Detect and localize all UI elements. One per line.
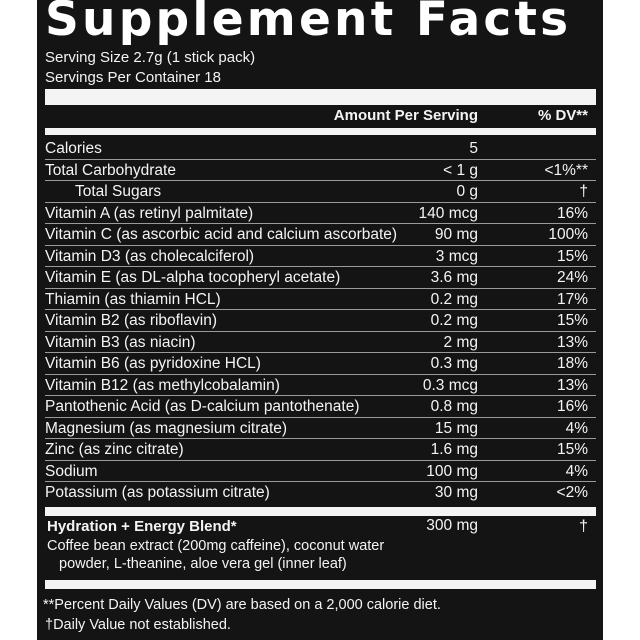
serving-size: Serving Size 2.7g (1 stick pack): [45, 49, 256, 66]
blend-ingredients: Coffee bean extract (200mg caffeine), co…: [47, 537, 447, 573]
nutrient-amount: 0 g: [456, 183, 478, 200]
nutrient-amount: 0.2 mg: [430, 312, 478, 329]
nutrient-amount: 0.2 mg: [430, 290, 478, 308]
footnote-dagger: †Daily Value not established.: [45, 617, 231, 633]
nutrient-name: Total Sugars: [75, 183, 162, 200]
blend-name: Hydration + Energy Blend*: [47, 518, 237, 535]
nutrient-dv: 100%: [548, 226, 588, 243]
table-row: Pantothenic Acid (as D-calcium pantothen…: [45, 396, 596, 418]
supplement-facts-panel: Supplement Facts Serving Size 2.7g (1 st…: [37, 0, 603, 640]
nutrient-name: Total Carbohydrate: [45, 161, 176, 179]
table-row: Potassium (as potassium citrate) 30 mg <2%: [45, 482, 596, 503]
thick-divider-bottom: [45, 580, 596, 589]
table-row: Calories 5: [45, 138, 596, 160]
nutrient-amount: 5: [469, 140, 478, 157]
column-header: Amount Per Serving % DV**: [45, 106, 596, 126]
table-row: Vitamin B6 (as pyridoxine HCL) 0.3 mg 18%: [45, 353, 596, 375]
thick-divider-header: [45, 128, 596, 135]
header-dv: % DV**: [537, 107, 588, 124]
label-title: Supplement Facts: [45, 0, 572, 47]
table-row: Thiamin (as thiamin HCL) 0.2 mg 17%: [45, 289, 596, 310]
nutrient-dv: 15%: [556, 247, 588, 265]
table-row: Vitamin E (as DL-alpha tocopheryl acetat…: [45, 267, 596, 289]
blend-ingredients-line1: Coffee bean extract (200mg caffeine), co…: [47, 538, 385, 554]
nutrient-dv: 15%: [556, 312, 588, 329]
nutrient-name: Sodium: [45, 462, 98, 480]
table-row: Total Carbohydrate < 1 g <1%**: [45, 160, 596, 181]
nutrient-amount: 3.6 mg: [430, 269, 478, 286]
nutrient-amount: < 1 g: [443, 161, 478, 179]
nutrient-name: Thiamin (as thiamin HCL): [45, 290, 221, 308]
table-row: Vitamin A (as retinyl palmitate) 140 mcg 1…: [45, 203, 596, 224]
table-row: Magnesium (as magnesium citrate) 15 mg 4%: [45, 418, 596, 439]
nutrient-name: Vitamin B6 (as pyridoxine HCL): [45, 355, 261, 372]
nutrient-amount: 100 mg: [426, 462, 478, 480]
nutrient-name: Vitamin B3 (as niacin): [45, 333, 196, 351]
nutrient-dv: 15%: [556, 441, 588, 458]
proprietary-blend: Hydration + Energy Blend* 300 mg † Coffe…: [45, 517, 596, 578]
table-row: Vitamin B12 (as methylcobalamin) 0.3 mcg 1…: [45, 375, 596, 396]
nutrient-name: Zinc (as zinc citrate): [45, 441, 184, 458]
nutrient-name: Vitamin C (as ascorbic acid and calcium …: [45, 226, 398, 243]
nutrient-amount: 140 mcg: [418, 204, 478, 222]
table-row: Total Sugars 0 g †: [45, 181, 596, 203]
nutrient-dv: 13%: [556, 333, 588, 351]
servings-per-container: Servings Per Container 18: [45, 69, 221, 86]
blend-dv: †: [579, 518, 588, 535]
nutrient-amount: 15 mg: [434, 419, 478, 437]
nutrient-dv: 18%: [556, 355, 588, 372]
nutrient-amount: 2 mg: [443, 333, 478, 351]
thick-divider-blend: [45, 507, 596, 516]
table-row: Vitamin B2 (as riboflavin) 0.2 mg 15%: [45, 310, 596, 332]
nutrient-amount: 3 mcg: [435, 247, 478, 265]
blend-ingredients-line2: powder, L-theanine, aloe vera gel (inner…: [59, 556, 347, 572]
nutrient-name: Vitamin D3 (as cholecalciferol): [45, 247, 255, 265]
nutrient-amount: 0.3 mg: [430, 355, 478, 372]
nutrient-name: Magnesium (as magnesium citrate): [45, 419, 288, 437]
nutrient-name: Potassium (as potassium citrate): [45, 484, 270, 501]
table-row: Zinc (as zinc citrate) 1.6 mg 15%: [45, 439, 596, 461]
footnote-dv: **Percent Daily Values (DV) are based on…: [43, 597, 441, 613]
table-row: Vitamin C (as ascorbic acid and calcium …: [45, 224, 596, 246]
header-amount: Amount Per Serving: [333, 107, 478, 124]
table-row: Vitamin D3 (as cholecalciferol) 3 mcg 15%: [45, 246, 596, 267]
nutrient-amount: 1.6 mg: [430, 441, 478, 458]
blend-amount: 300 mg: [426, 517, 478, 534]
table-row: Vitamin B3 (as niacin) 2 mg 13%: [45, 332, 596, 353]
nutrient-dv: 16%: [556, 398, 588, 415]
nutrient-amount: 30 mg: [434, 484, 478, 501]
nutrient-dv: 4%: [565, 419, 588, 437]
thick-divider-top: [45, 89, 596, 105]
nutrient-amount: 0.8 mg: [430, 398, 478, 415]
nutrient-amount: 90 mg: [434, 226, 478, 243]
nutrient-name: Vitamin E (as DL-alpha tocopheryl acetat…: [45, 269, 341, 286]
nutrient-name: Pantothenic Acid (as D-calcium pantothen…: [45, 398, 360, 415]
nutrient-dv: 24%: [556, 269, 588, 286]
nutrient-name: Calories: [45, 140, 102, 157]
nutrient-dv: †: [579, 183, 588, 200]
nutrient-table: Calories 5 Total Carbohydrate < 1 g <1%** T…: [45, 138, 596, 503]
nutrient-name: Vitamin B12 (as methylcobalamin): [45, 376, 280, 394]
nutrient-amount: 0.3 mcg: [422, 376, 478, 394]
nutrient-dv: 4%: [565, 462, 588, 480]
nutrient-dv: <1%**: [544, 161, 588, 179]
nutrient-dv: 17%: [556, 290, 588, 308]
nutrient-name: Vitamin B2 (as riboflavin): [45, 312, 218, 329]
nutrient-name: Vitamin A (as retinyl palmitate): [45, 204, 254, 222]
table-row: Sodium 100 mg 4%: [45, 461, 596, 482]
nutrient-dv: 16%: [556, 204, 588, 222]
nutrient-dv: <2%: [556, 484, 588, 501]
nutrient-dv: 13%: [556, 376, 588, 394]
